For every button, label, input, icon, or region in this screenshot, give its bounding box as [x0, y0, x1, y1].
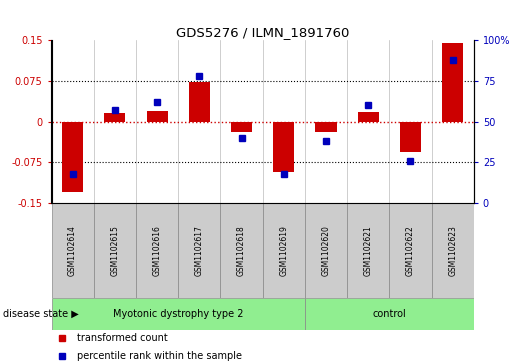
Text: percentile rank within the sample: percentile rank within the sample — [77, 351, 242, 362]
Text: control: control — [372, 309, 406, 319]
Bar — [220, 203, 263, 298]
Bar — [62, 122, 83, 192]
Text: GSM1102616: GSM1102616 — [152, 225, 162, 276]
Title: GDS5276 / ILMN_1891760: GDS5276 / ILMN_1891760 — [176, 26, 349, 39]
Bar — [357, 112, 379, 122]
Text: GSM1102620: GSM1102620 — [321, 225, 331, 276]
Text: GSM1102614: GSM1102614 — [68, 225, 77, 276]
Text: Myotonic dystrophy type 2: Myotonic dystrophy type 2 — [113, 309, 244, 319]
Bar — [104, 114, 125, 122]
Text: GSM1102623: GSM1102623 — [448, 225, 457, 276]
Bar — [315, 122, 337, 132]
Bar — [188, 82, 210, 122]
Bar — [389, 203, 432, 298]
Bar — [94, 203, 136, 298]
Bar — [231, 122, 252, 132]
Bar — [146, 111, 167, 122]
Bar — [305, 298, 474, 330]
Bar — [442, 43, 464, 122]
Text: GSM1102621: GSM1102621 — [364, 225, 373, 276]
Bar — [400, 122, 421, 152]
Bar — [263, 203, 305, 298]
Bar — [347, 203, 389, 298]
Text: disease state ▶: disease state ▶ — [3, 309, 78, 319]
Bar — [432, 203, 474, 298]
Text: GSM1102617: GSM1102617 — [195, 225, 204, 276]
Bar — [52, 298, 305, 330]
Bar — [178, 203, 220, 298]
Bar — [273, 122, 295, 172]
Text: transformed count: transformed count — [77, 334, 168, 343]
Text: GSM1102619: GSM1102619 — [279, 225, 288, 276]
Bar — [305, 203, 347, 298]
Text: GSM1102622: GSM1102622 — [406, 225, 415, 276]
Text: GSM1102618: GSM1102618 — [237, 225, 246, 276]
Bar — [136, 203, 178, 298]
Bar — [52, 203, 94, 298]
Text: GSM1102615: GSM1102615 — [110, 225, 119, 276]
